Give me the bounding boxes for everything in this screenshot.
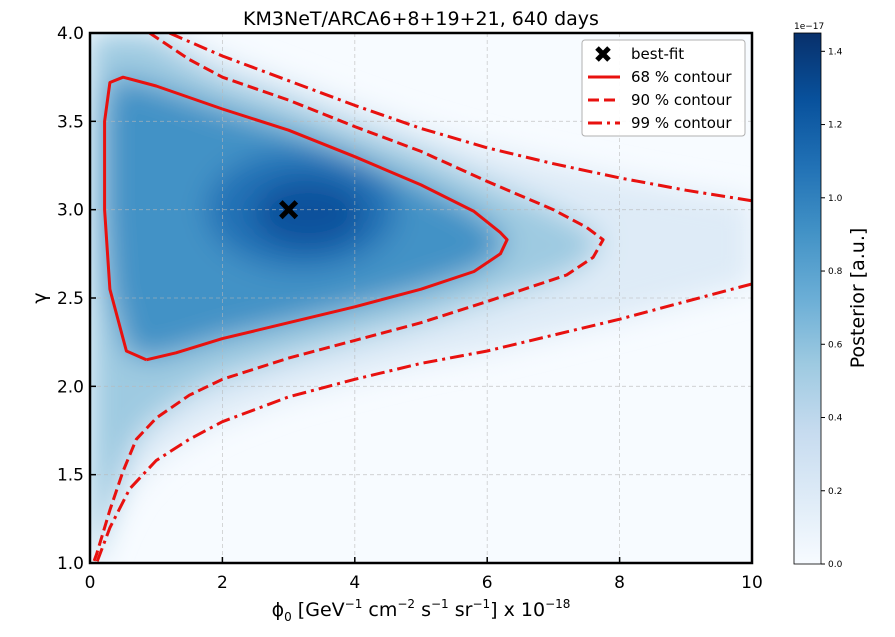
contour-solid-1 xyxy=(103,75,509,362)
grid-lines xyxy=(90,33,752,563)
legend-item: best-fit xyxy=(595,45,684,63)
y-tick-label: 3.5 xyxy=(57,112,84,132)
legend-marker xyxy=(595,46,611,62)
legend-item: 99 % contour xyxy=(588,114,732,132)
density-peak xyxy=(253,179,364,248)
y-tick-label: 2.0 xyxy=(57,377,84,397)
y-axis-ticks: 1.0 1.5 2.0 2.5 3.0 3.5 4.0 xyxy=(57,24,96,574)
x-tick-label: 8 xyxy=(614,573,625,593)
x-label-exp4: −1 xyxy=(472,597,490,611)
x-label-exp5: −18 xyxy=(545,597,570,611)
x-label-exp2: −2 xyxy=(397,597,415,611)
y-tick-label: 2.5 xyxy=(57,289,84,309)
contour-dashed-1 xyxy=(91,33,605,563)
x-tick-label: 6 xyxy=(482,573,493,593)
x-label-main: ϕ xyxy=(272,599,285,621)
colorbar-label: Posterior [a.u.] xyxy=(847,228,869,369)
x-label-text2: s xyxy=(415,599,431,621)
legend-item: 90 % contour xyxy=(588,91,732,109)
legend-label: best-fit xyxy=(631,45,684,63)
x-label-exp3: −1 xyxy=(431,597,449,611)
x-label-sub: 0 xyxy=(284,610,292,624)
x-tick-label: 4 xyxy=(349,573,360,593)
legend-label: 68 % contour xyxy=(631,68,732,86)
x-label-body: [GeV xyxy=(292,599,345,621)
contour-lines xyxy=(91,33,752,563)
colorbar-tick-label: 1.4 xyxy=(828,47,843,57)
y-axis-label: γ xyxy=(29,292,51,303)
colorbar-tick-label: 0.4 xyxy=(828,414,843,424)
colorbar-tick-label: 1.0 xyxy=(828,194,843,204)
best-fit-x xyxy=(279,200,299,220)
colorbar-gradient xyxy=(793,32,822,565)
contour-dashdot-2 xyxy=(95,282,752,563)
x-label-exp1: −1 xyxy=(345,597,363,611)
legend-label: 99 % contour xyxy=(631,114,732,132)
x-label-text1: cm xyxy=(362,599,397,621)
colorbar-tick-label: 0.8 xyxy=(828,267,843,277)
y-tick-label: 4.0 xyxy=(57,24,84,44)
y-tick-label: 1.5 xyxy=(57,466,84,486)
contour-dashdot-1 xyxy=(168,33,752,203)
legend-entries: best-fit 68 % contour 90 % contour 99 % con… xyxy=(588,45,732,132)
best-fit-marker xyxy=(279,200,299,220)
x-label-text4: ] x 10 xyxy=(490,599,545,621)
x-tick-label: 10 xyxy=(741,573,763,593)
legend-label: 90 % contour xyxy=(631,91,732,109)
legend-box xyxy=(581,39,746,137)
colorbar-scale-label: 1e−17 xyxy=(794,22,824,32)
y-tick-label: 1.0 xyxy=(57,554,84,574)
x-axis-ticks: 0 2 4 6 8 10 xyxy=(85,557,763,593)
x-tick-label: 2 xyxy=(217,573,228,593)
colorbar-tick-label: 0.2 xyxy=(828,487,842,497)
colorbar-tick-label: 0.6 xyxy=(828,340,843,350)
legend-item: 68 % contour xyxy=(588,68,732,86)
colorbar: 0.0 0.2 0.4 0.6 0.8 1.0 1.2 1.4 1e−17 Posterior… xyxy=(793,22,869,570)
x-label-text3: sr xyxy=(449,599,473,621)
colorbar-ticks: 0.0 0.2 0.4 0.6 0.8 1.0 1.2 1.4 xyxy=(821,47,843,570)
chart-title: KM3NeT/ARCA6+8+19+21, 640 days xyxy=(243,8,599,30)
x-tick-label: 0 xyxy=(85,573,96,593)
colorbar-tick-label: 0.0 xyxy=(828,560,843,570)
y-tick-label: 3.0 xyxy=(57,201,84,221)
colorbar-tick-label: 1.2 xyxy=(828,121,842,131)
legend: best-fit 68 % contour 90 % contour 99 % con… xyxy=(581,39,746,137)
x-axis-label: ϕ0 [GeV−1 cm−2 s−1 sr−1] x 10−18 xyxy=(272,597,571,624)
